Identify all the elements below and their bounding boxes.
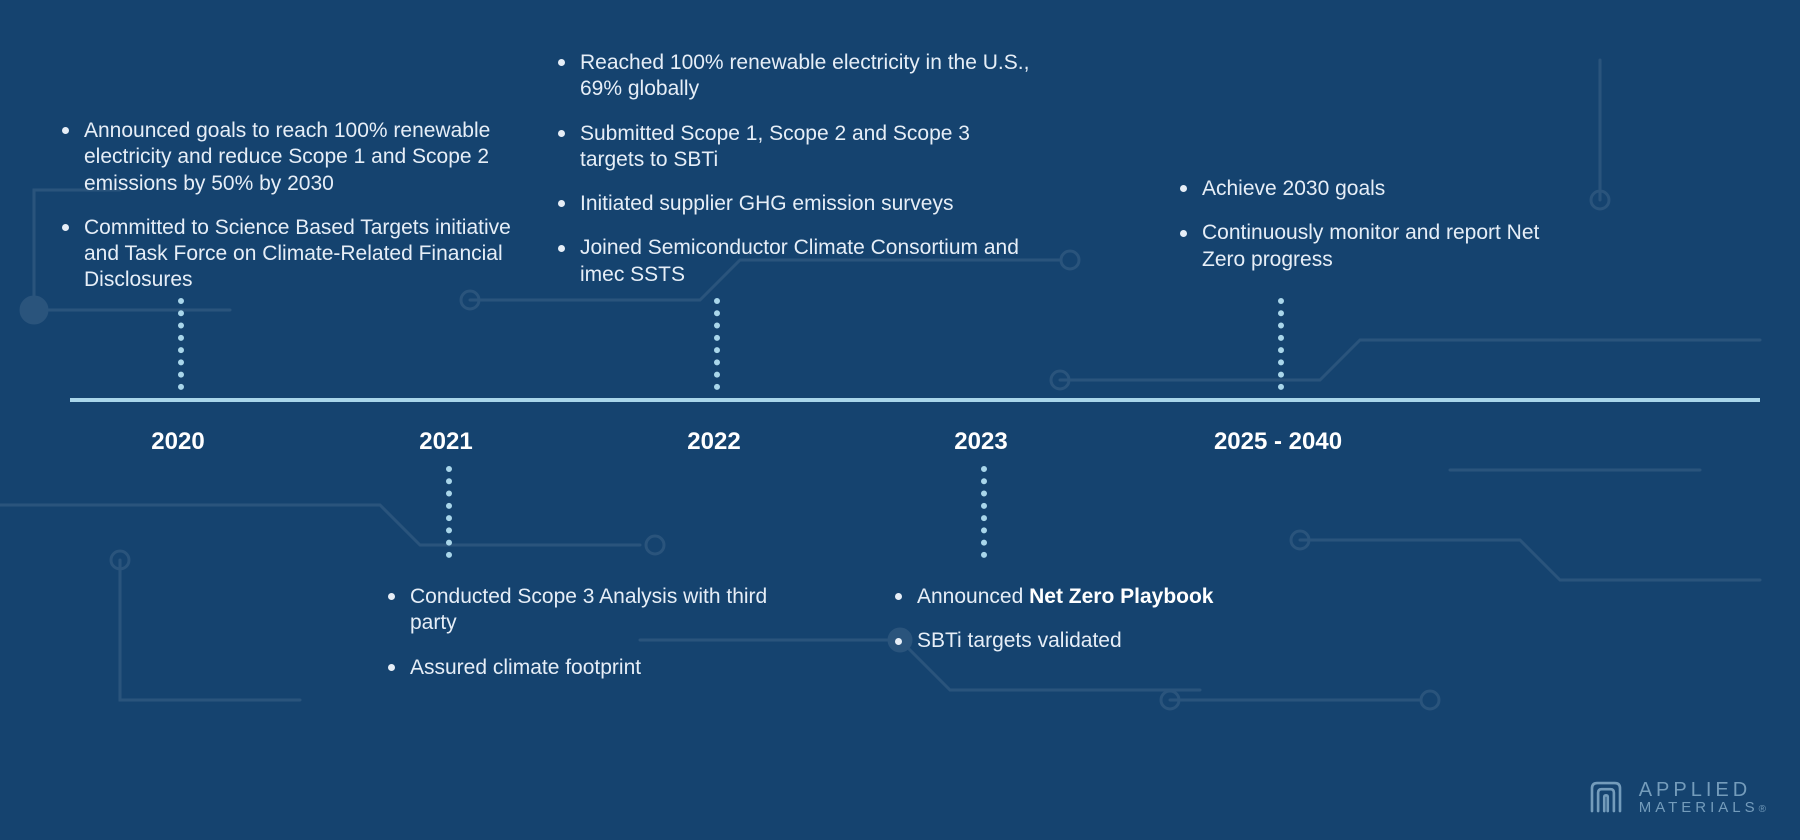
timeline-connector: [178, 298, 184, 390]
timeline-entry: Reached 100% renewable electricity in th…: [558, 50, 1038, 306]
timeline-bullet: Submitted Scope 1, Scope 2 and Scope 3 t…: [558, 121, 1038, 174]
timeline-bullet: Announced goals to reach 100% renewable …: [62, 118, 542, 197]
timeline-bullet: Conducted Scope 3 Analysis with third pa…: [388, 584, 778, 637]
timeline-connector: [714, 298, 720, 390]
timeline-connector: [446, 466, 452, 558]
logo-text-line1: APPLIED: [1639, 780, 1766, 800]
timeline-bullet: SBTi targets validated: [895, 628, 1325, 654]
year-label: 2020: [151, 428, 204, 456]
timeline-entry: Conducted Scope 3 Analysis with third pa…: [388, 584, 778, 699]
timeline-entry: Announced Net Zero Playbook SBTi targets …: [895, 584, 1325, 673]
timeline-bullet: Assured climate footprint: [388, 655, 778, 681]
timeline-entry: Announced goals to reach 100% renewable …: [62, 118, 542, 312]
timeline-bullet: Announced Net Zero Playbook: [895, 584, 1325, 610]
year-label: 2022: [687, 428, 740, 456]
timeline-diagram: 2020 Announced goals to reach 100% renewa…: [0, 0, 1800, 840]
year-label: 2025 - 2040: [1214, 428, 1342, 456]
timeline-bullet: Reached 100% renewable electricity in th…: [558, 50, 1038, 103]
timeline-bullet: Committed to Science Based Targets initi…: [62, 215, 542, 294]
timeline-connector: [981, 466, 987, 558]
timeline-bullet: Initiated supplier GHG emission surveys: [558, 191, 1038, 217]
logo-text-line2: MATERIALS®: [1639, 800, 1766, 815]
applied-materials-logo: APPLIED MATERIALS®: [1585, 776, 1766, 818]
timeline-bullet: Continuously monitor and report Net Zero…: [1180, 220, 1580, 273]
timeline-entry: Achieve 2030 goals Continuously monitor a…: [1180, 176, 1580, 291]
timeline-bullet: Joined Semiconductor Climate Consortium …: [558, 235, 1038, 288]
timeline-axis: [70, 398, 1760, 402]
timeline-bullet: Achieve 2030 goals: [1180, 176, 1580, 202]
year-label: 2023: [954, 428, 1007, 456]
timeline-connector: [1278, 298, 1284, 390]
year-label: 2021: [419, 428, 472, 456]
